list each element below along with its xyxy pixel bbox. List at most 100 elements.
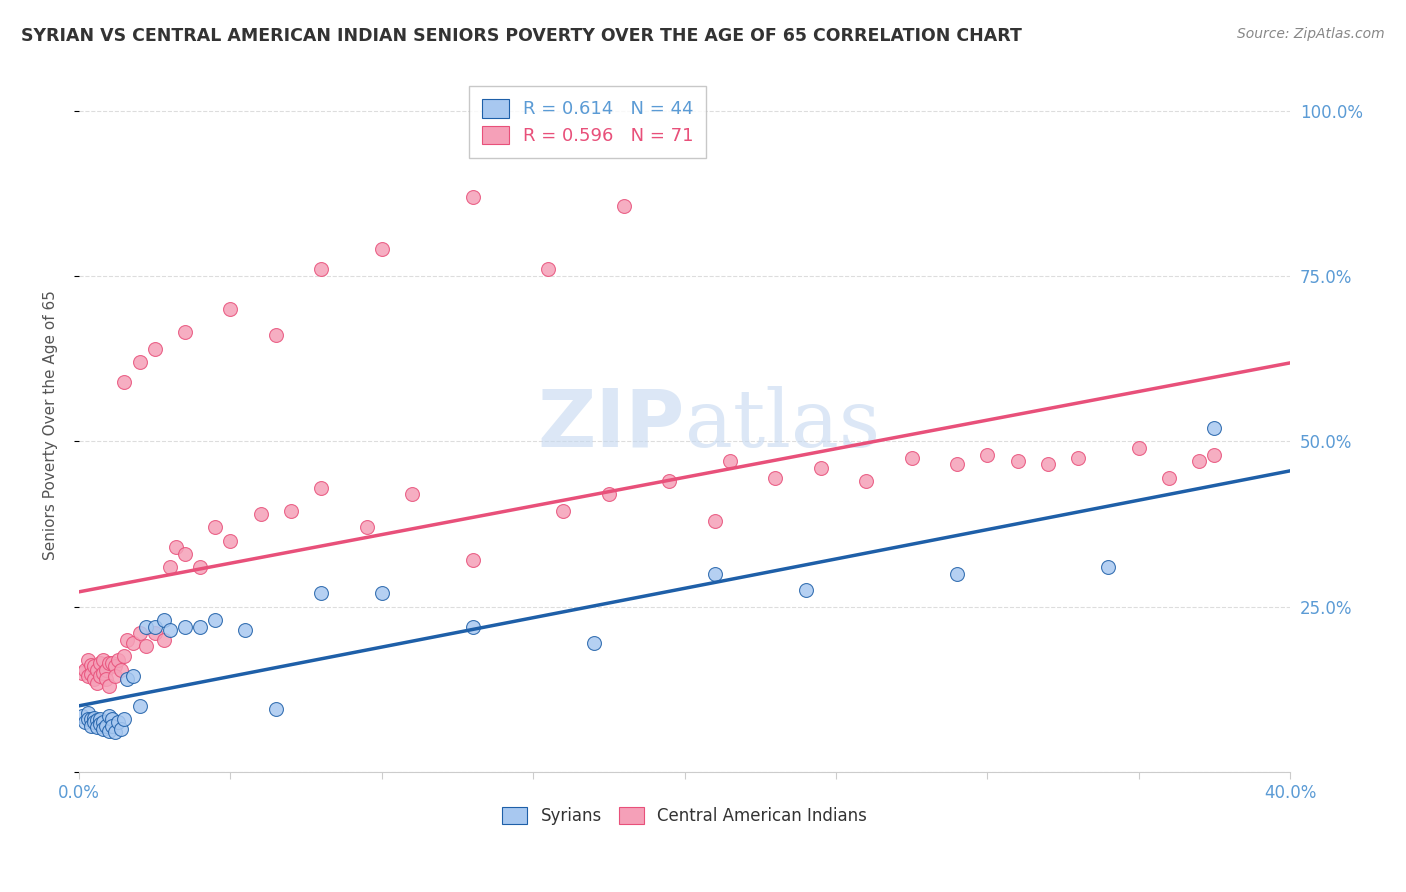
Point [1067, 450, 1090, 465]
Point [122, 669, 145, 683]
Point [98, 708, 121, 723]
Point [703, 514, 725, 528]
Point [91, 652, 114, 666]
Text: ZIP: ZIP [537, 385, 685, 464]
Y-axis label: Seniors Poverty Over the Age of 65: Seniors Poverty Over the Age of 65 [44, 290, 58, 559]
Point [1036, 458, 1059, 472]
Point [763, 471, 786, 485]
Point [188, 619, 211, 633]
Point [718, 454, 741, 468]
Point [946, 458, 969, 472]
Point [135, 640, 157, 654]
Point [89, 656, 111, 670]
Point [101, 712, 124, 726]
Point [83, 715, 105, 730]
Text: SYRIAN VS CENTRAL AMERICAN INDIAN SENIORS POVERTY OVER THE AGE OF 65 CORRELATION: SYRIAN VS CENTRAL AMERICAN INDIAN SENIOR… [21, 27, 1022, 45]
Point [159, 623, 181, 637]
Point [80, 719, 103, 733]
Point [101, 656, 124, 670]
Point [309, 262, 332, 277]
Point [112, 712, 135, 726]
Point [794, 583, 817, 598]
Point [204, 520, 226, 534]
Point [1097, 560, 1119, 574]
Point [461, 553, 484, 567]
Point [1157, 471, 1180, 485]
Point [401, 487, 423, 501]
Point [1007, 454, 1029, 468]
Point [537, 262, 560, 277]
Point [96, 719, 118, 733]
Point [110, 722, 132, 736]
Point [900, 450, 922, 465]
Point [703, 566, 725, 581]
Point [128, 626, 150, 640]
Point [107, 715, 129, 730]
Point [80, 712, 103, 726]
Point [128, 698, 150, 713]
Point [117, 673, 139, 687]
Point [77, 706, 100, 720]
Point [152, 613, 174, 627]
Point [356, 520, 378, 534]
Point [77, 652, 100, 666]
Point [143, 626, 166, 640]
Point [86, 720, 108, 734]
Point [165, 540, 187, 554]
Point [112, 649, 135, 664]
Point [174, 619, 197, 633]
Point [104, 659, 127, 673]
Point [219, 533, 242, 548]
Point [98, 679, 121, 693]
Point [83, 711, 105, 725]
Point [946, 566, 969, 581]
Point [91, 665, 114, 680]
Point [280, 504, 302, 518]
Point [83, 659, 105, 673]
Point [77, 712, 100, 726]
Legend: Syrians, Central American Indians: Syrians, Central American Indians [494, 798, 875, 833]
Point [309, 481, 332, 495]
Point [89, 669, 111, 683]
Point [98, 656, 121, 670]
Point [371, 243, 394, 257]
Point [371, 586, 394, 600]
Point [86, 663, 108, 677]
Point [101, 719, 124, 733]
Point [1188, 454, 1211, 468]
Point [104, 725, 127, 739]
Point [174, 325, 197, 339]
Point [98, 724, 121, 739]
Point [1204, 448, 1226, 462]
Point [188, 560, 211, 574]
Point [117, 632, 139, 647]
Point [86, 675, 108, 690]
Point [89, 712, 111, 726]
Point [143, 342, 166, 356]
Point [122, 636, 145, 650]
Point [204, 613, 226, 627]
Point [89, 717, 111, 731]
Text: Source: ZipAtlas.com: Source: ZipAtlas.com [1237, 27, 1385, 41]
Point [112, 375, 135, 389]
Point [235, 623, 257, 637]
Point [73, 715, 96, 730]
Point [159, 560, 181, 574]
Point [70, 708, 93, 723]
Point [91, 715, 114, 730]
Point [855, 474, 877, 488]
Point [152, 632, 174, 647]
Point [976, 448, 998, 462]
Point [128, 355, 150, 369]
Point [104, 669, 127, 683]
Point [1204, 421, 1226, 435]
Point [598, 487, 620, 501]
Point [80, 667, 103, 681]
Point [461, 189, 484, 203]
Point [658, 474, 681, 488]
Point [80, 657, 103, 672]
Point [249, 507, 271, 521]
Point [83, 673, 105, 687]
Point [96, 663, 118, 677]
Point [91, 722, 114, 736]
